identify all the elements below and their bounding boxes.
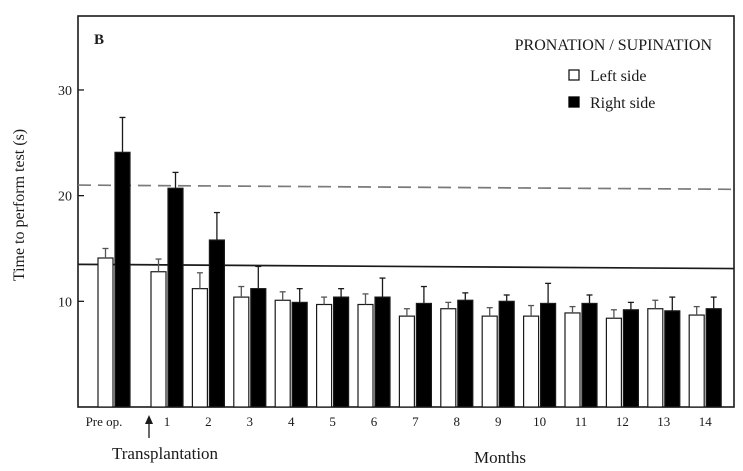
bar-series (97, 116, 722, 408)
x-axis-tick-labels: Pre op. 1 2 3 4 5 6 7 8 9 10 11 12 13 14 (86, 414, 713, 429)
bar-left-side (440, 308, 457, 408)
x-tick-label: 14 (699, 414, 713, 429)
bar-right-side (208, 239, 225, 408)
bar-right-side (622, 309, 640, 408)
y-axis-ticks: 10 20 30 (58, 84, 84, 310)
bar-left-side (191, 288, 208, 408)
legend-swatch-right (568, 96, 580, 108)
bar-right-side (374, 296, 391, 408)
x-tick-label: 11 (575, 414, 588, 429)
bar-right-side (664, 310, 681, 408)
y-tick-label: 30 (58, 84, 72, 99)
y-axis-label: Time to perform test (s) (11, 129, 28, 281)
legend: Left side Right side (568, 68, 655, 112)
arrow-head-icon (145, 415, 153, 424)
bar-right-side (581, 302, 598, 408)
legend-swatch-left (568, 69, 580, 81)
x-tick-label: 2 (205, 414, 212, 429)
chart-title: PRONATION / SUPINATION (515, 37, 713, 54)
bar-left-side (97, 257, 114, 408)
bar-left-side (605, 317, 623, 408)
y-tick-label: 10 (58, 295, 72, 310)
bar-right-side (415, 302, 432, 408)
bar-left-side (522, 315, 540, 408)
bar-right-side (333, 296, 350, 408)
bar-right-side (167, 187, 184, 408)
x-tick-label: 5 (329, 414, 336, 429)
bar-left-side (274, 299, 291, 408)
reference-lines (77, 184, 735, 270)
x-tick-label: 9 (495, 414, 502, 429)
x-tick-label: 4 (288, 414, 295, 429)
bar-right-side (457, 299, 474, 408)
bar-right-side (291, 301, 308, 408)
x-tick-label: 13 (657, 414, 670, 429)
bar-right-side (705, 308, 722, 408)
bar-left-side (233, 296, 250, 408)
bar-right-side (114, 151, 131, 408)
bar-right-side (498, 300, 515, 408)
bar-left-side (316, 303, 333, 408)
bar-right-side (250, 288, 267, 408)
bar-left-side (357, 303, 374, 408)
reference-line-dashed (77, 184, 735, 191)
legend-label-left: Left side (590, 68, 646, 85)
bar-left-side (150, 271, 167, 408)
y-tick-label: 20 (58, 190, 72, 205)
transplantation-label: Transplantation (112, 444, 219, 463)
panel-label: B (94, 32, 104, 48)
bar-left-side (481, 315, 498, 408)
x-tick-label: 3 (247, 414, 254, 429)
x-tick-label: 10 (533, 414, 546, 429)
x-tick-label: 1 (164, 414, 171, 429)
x-axis-label: Months (474, 448, 526, 467)
bar-left-side (398, 315, 415, 408)
x-tick-label: 8 (454, 414, 461, 429)
x-tick-label: 7 (412, 414, 419, 429)
x-tick-label: 6 (371, 414, 378, 429)
bar-left-side (688, 314, 705, 408)
x-tick-label: 12 (616, 414, 629, 429)
reference-line-solid (77, 263, 735, 270)
bar-left-side (564, 312, 581, 408)
x-tick-label: Pre op. (86, 414, 123, 429)
legend-label-right: Right side (590, 95, 655, 112)
bar-left-side (647, 308, 664, 408)
transplantation-marker (145, 415, 153, 438)
bar-right-side (539, 302, 557, 408)
